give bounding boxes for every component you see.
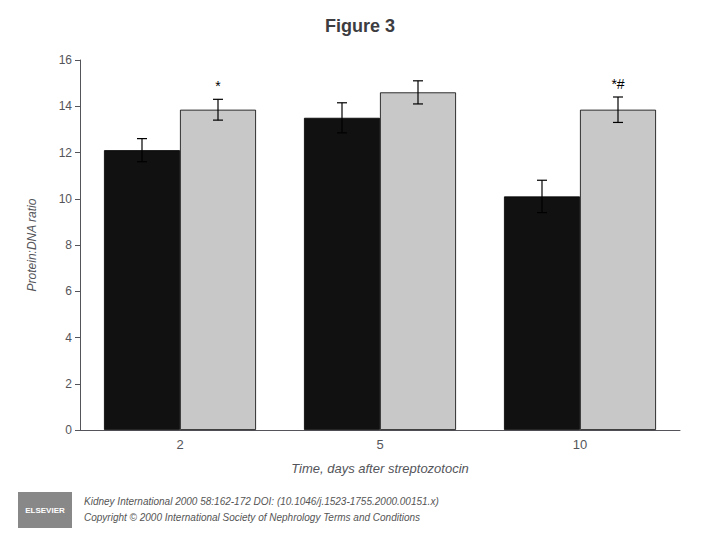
svg-text:Protein:DNA ratio: Protein:DNA ratio [25, 198, 39, 291]
svg-text:*: * [215, 78, 221, 94]
svg-text:5: 5 [376, 437, 383, 452]
svg-text:10: 10 [573, 437, 587, 452]
svg-text:10: 10 [59, 192, 73, 206]
svg-text:8: 8 [65, 238, 72, 252]
svg-text:2: 2 [65, 377, 72, 391]
svg-text:Copyright © 2000 International: Copyright © 2000 International Society o… [84, 512, 420, 523]
svg-text:Figure 3: Figure 3 [325, 16, 395, 36]
svg-text:ELSEVIER: ELSEVIER [25, 506, 65, 515]
svg-text:Kidney International 2000 58:1: Kidney International 2000 58:162-172 DOI… [84, 496, 439, 507]
svg-text:0: 0 [65, 423, 72, 437]
svg-text:16: 16 [59, 53, 73, 67]
svg-text:6: 6 [65, 284, 72, 298]
svg-text:12: 12 [59, 146, 73, 160]
svg-text:14: 14 [59, 99, 73, 113]
svg-text:*#: *# [611, 76, 624, 92]
svg-text:2: 2 [176, 437, 183, 452]
svg-text:Time, days after streptozotoci: Time, days after streptozotocin [291, 461, 469, 476]
svg-text:4: 4 [65, 331, 72, 345]
